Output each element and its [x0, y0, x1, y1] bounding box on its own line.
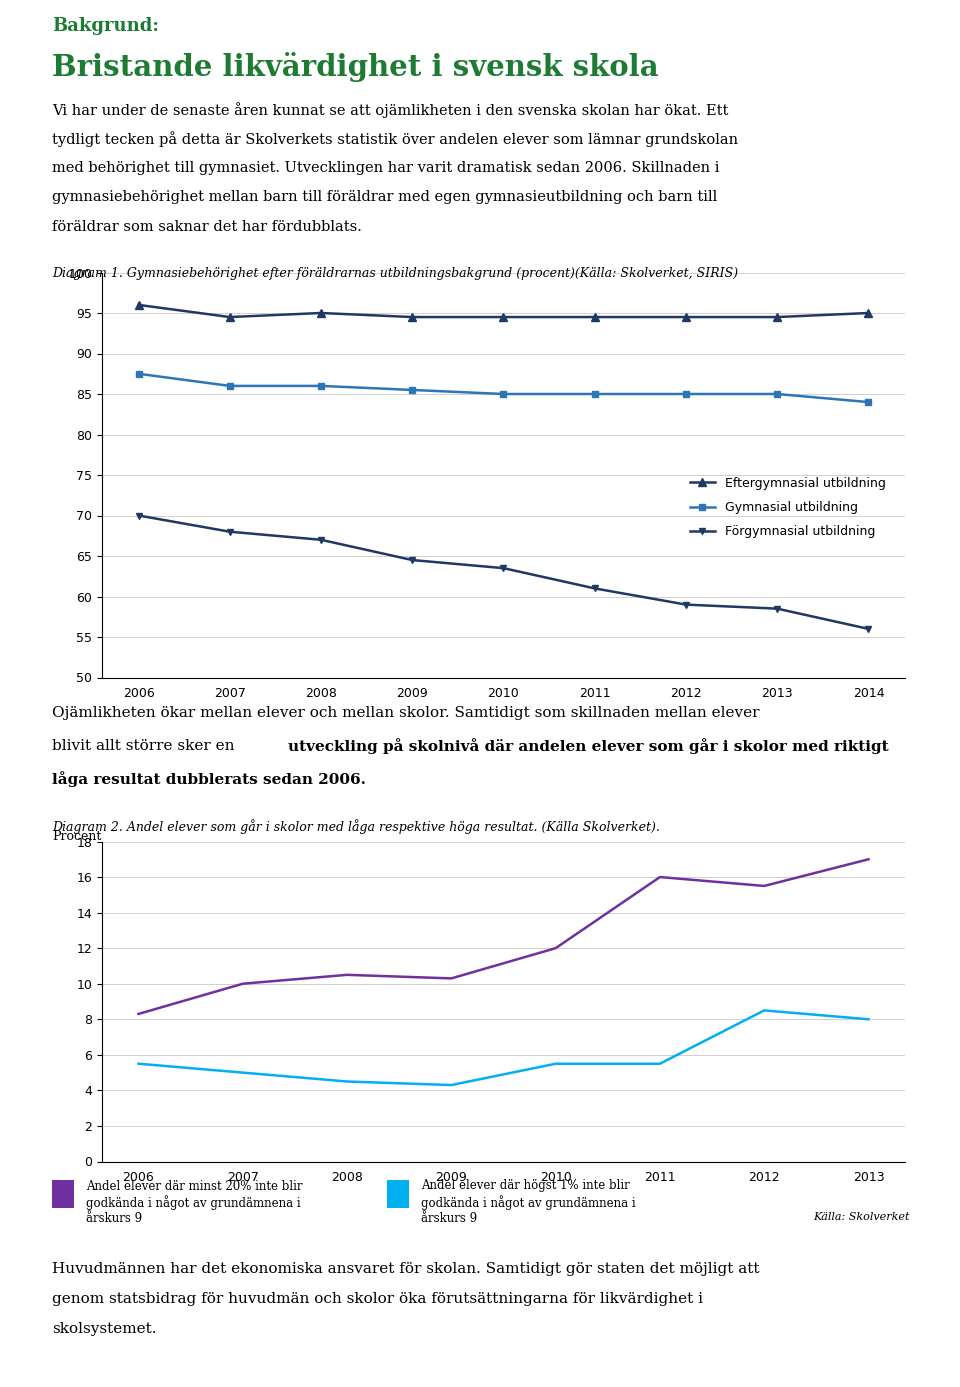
Eftergymnasial utbildning: [772, 309, 783, 326]
Text: Diagram 2. Andel elever som går i skolor med låga respektive höga resultat. (Käl: Diagram 2. Andel elever som går i skolor…: [52, 820, 660, 835]
Förgymnasial utbildning: [589, 580, 601, 596]
Text: Andel elever där minst 20% inte blir
godkända i något av grundämnena i
årskurs 9: Andel elever där minst 20% inte blir god…: [86, 1179, 302, 1225]
Förgymnasial utbildning: [772, 601, 783, 617]
Förgymnasial utbildning: [224, 523, 235, 540]
Text: gymnasiebehörighet mellan barn till föräldrar med egen gymnasieutbildning och ba: gymnasiebehörighet mellan barn till förä…: [52, 190, 717, 204]
Legend: Eftergymnasial utbildning, Gymnasial utbildning, Förgymnasial utbildning: Eftergymnasial utbildning, Gymnasial utb…: [684, 472, 891, 544]
Eftergymnasial utbildning: [224, 309, 235, 326]
Text: låga resultat dubblerats sedan 2006.: låga resultat dubblerats sedan 2006.: [52, 771, 366, 788]
Text: Bristande likvärdighet i svensk skola: Bristande likvärdighet i svensk skola: [52, 51, 659, 82]
Text: Diagram 1. Gymnasiebehörighet efter föräldrarnas utbildningsbakgrund (procent)(K: Diagram 1. Gymnasiebehörighet efter förä…: [52, 268, 738, 280]
Text: Bakgrund:: Bakgrund:: [52, 17, 159, 35]
Text: tydligt tecken på detta är Skolverkets statistik över andelen elever som lämnar : tydligt tecken på detta är Skolverkets s…: [52, 132, 738, 147]
Text: Huvudmännen har det ekonomiska ansvaret för skolan. Samtidigt gör staten det möj: Huvudmännen har det ekonomiska ansvaret …: [52, 1262, 759, 1276]
Line: Eftergymnasial utbildning: Eftergymnasial utbildning: [134, 301, 873, 322]
Gymnasial utbildning: [315, 377, 326, 394]
Eftergymnasial utbildning: [589, 309, 601, 326]
Text: Ojämlikheten ökar mellan elever och mellan skolor. Samtidigt som skillnaden mell: Ojämlikheten ökar mellan elever och mell…: [52, 706, 759, 720]
Line: Förgymnasial utbildning: Förgymnasial utbildning: [135, 512, 872, 632]
Text: skolsystemet.: skolsystemet.: [52, 1322, 156, 1337]
Eftergymnasial utbildning: [497, 309, 509, 326]
Gymnasial utbildning: [772, 386, 783, 402]
Eftergymnasial utbildning: [132, 297, 144, 313]
Förgymnasial utbildning: [132, 508, 144, 524]
Förgymnasial utbildning: [681, 596, 692, 613]
Gymnasial utbildning: [589, 386, 601, 402]
Gymnasial utbildning: [863, 394, 875, 411]
Text: Andel elever där högst 1% inte blir
godkända i något av grundämnena i
årskurs 9: Andel elever där högst 1% inte blir godk…: [421, 1179, 636, 1225]
Text: Vi har under de senaste åren kunnat se att ojämlikheten i den svenska skolan har: Vi har under de senaste åren kunnat se a…: [52, 103, 729, 118]
Text: genom statsbidrag för huvudmän och skolor öka förutsättningarna för likvärdighet: genom statsbidrag för huvudmän och skolo…: [52, 1293, 703, 1307]
Line: Gymnasial utbildning: Gymnasial utbildning: [135, 370, 872, 405]
Förgymnasial utbildning: [315, 531, 326, 548]
Text: Källa: Skolverket: Källa: Skolverket: [813, 1212, 910, 1222]
Eftergymnasial utbildning: [315, 305, 326, 322]
Gymnasial utbildning: [132, 365, 144, 381]
Förgymnasial utbildning: [406, 552, 418, 569]
Gymnasial utbildning: [406, 381, 418, 398]
Text: föräldrar som saknar det har fördubblats.: föräldrar som saknar det har fördubblats…: [52, 221, 362, 234]
Eftergymnasial utbildning: [681, 309, 692, 326]
Eftergymnasial utbildning: [406, 309, 418, 326]
Gymnasial utbildning: [224, 377, 235, 394]
Gymnasial utbildning: [497, 386, 509, 402]
Text: Procent: Procent: [52, 829, 102, 842]
Text: utveckling på skolnivå där andelen elever som går i skolor med riktigt: utveckling på skolnivå där andelen eleve…: [288, 738, 889, 755]
Gymnasial utbildning: [681, 386, 692, 402]
Förgymnasial utbildning: [497, 560, 509, 577]
Förgymnasial utbildning: [863, 620, 875, 637]
Eftergymnasial utbildning: [863, 305, 875, 322]
Text: blivit allt större sker en: blivit allt större sker en: [52, 738, 239, 753]
Text: med behörighet till gymnasiet. Utvecklingen har varit dramatisk sedan 2006. Skil: med behörighet till gymnasiet. Utvecklin…: [52, 161, 719, 175]
